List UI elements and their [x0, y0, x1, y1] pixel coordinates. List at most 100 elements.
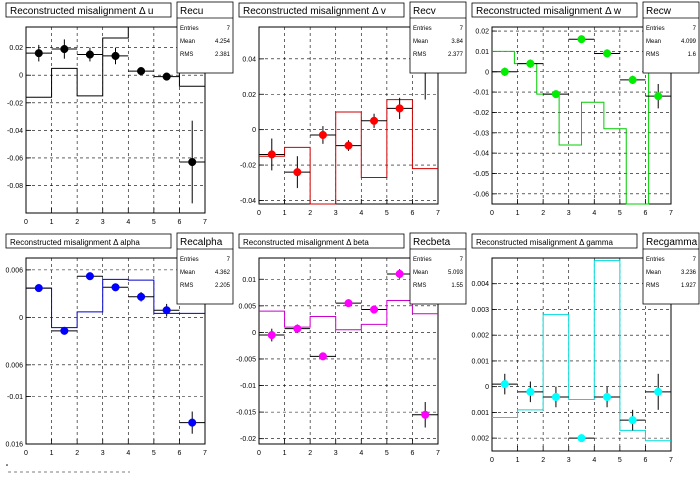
y-tick-label: 0.02	[9, 45, 23, 52]
panel-title: Reconstructed misalignment Δ beta	[238, 233, 405, 249]
stats-label: Mean	[180, 270, 195, 276]
data-point	[654, 92, 663, 101]
stats-box: Recalpha Entries 7 Mean 4.362 RMS 2.205	[176, 232, 234, 305]
stats-value: 4.099	[681, 39, 697, 45]
panel-title: Reconstructed misalignment Δ w	[471, 2, 638, 18]
x-tick-label: 7	[669, 457, 673, 464]
x-tick-label: 3	[101, 219, 105, 226]
data-point	[603, 49, 612, 58]
y-tick-label: -0.005	[236, 356, 256, 363]
stats-value: 1.55	[451, 283, 463, 289]
y-tick-label: 0.02	[242, 92, 256, 99]
stats-value: 4.254	[215, 39, 231, 45]
data-point	[370, 116, 379, 125]
data-point	[267, 331, 276, 340]
x-tick-label: 7	[669, 210, 673, 217]
x-tick-label: 3	[567, 210, 571, 217]
y-tick-label: -0.04	[240, 198, 256, 205]
x-tick-label: 5	[618, 457, 622, 464]
data-point	[395, 269, 404, 278]
x-tick-label: 4	[359, 210, 363, 217]
x-tick-label: 2	[308, 450, 312, 457]
x-tick-label: 5	[385, 210, 389, 217]
y-tick-label: -0.01	[240, 383, 256, 390]
plot-frame	[258, 26, 439, 205]
stats-name: Recu	[180, 6, 203, 17]
x-tick-label: 6	[643, 210, 647, 217]
data-point	[526, 59, 535, 68]
y-tick-label: 0.006	[5, 267, 23, 274]
y-tick-label: 0	[19, 315, 23, 322]
stats-label: Mean	[646, 39, 661, 45]
y-tick-label: 0.002	[471, 333, 489, 340]
y-tick-label: 0.001	[471, 410, 489, 417]
data-point	[318, 130, 327, 140]
x-tick-label: 4	[126, 450, 130, 457]
data-point	[577, 434, 586, 443]
data-point	[318, 352, 327, 361]
y-tick-label: -0.02	[7, 100, 23, 107]
y-tick-label: -0.03	[473, 130, 489, 137]
x-tick-label: 3	[101, 450, 105, 457]
stats-name: Recv	[413, 6, 436, 17]
data-point	[551, 90, 560, 99]
stats-label: Mean	[413, 39, 428, 45]
x-tick-label: 6	[410, 210, 414, 217]
x-tick-label: 6	[177, 450, 181, 457]
x-tick-label: 1	[50, 219, 54, 226]
data-point	[137, 292, 146, 301]
x-tick-label: 3	[334, 450, 338, 457]
data-point	[60, 326, 69, 335]
stats-value: 2.205	[215, 283, 231, 289]
y-tick-label: 0	[252, 127, 256, 134]
footer-dot	[6, 464, 8, 466]
x-tick-label: 7	[436, 450, 440, 457]
x-tick-label: 5	[152, 450, 156, 457]
stats-label: Entries	[413, 26, 432, 32]
title-text: Reconstructed misalignment Δ u	[10, 6, 153, 17]
x-tick-label: 1	[283, 210, 287, 217]
data-point	[500, 380, 509, 389]
stats-value: 3.236	[681, 270, 697, 276]
data-point	[293, 168, 302, 177]
panel-title: Reconstructed misalignment Δ alpha	[5, 233, 172, 249]
data-point	[188, 157, 197, 167]
stats-value: 7	[460, 26, 464, 32]
stats-box: Recw Entries 7 Mean 4.099 RMS 1.6	[642, 1, 700, 74]
y-tick-label: 0.004	[471, 281, 489, 288]
stats-label: RMS	[180, 283, 193, 289]
x-tick-label: 2	[541, 210, 545, 217]
x-tick-label: 5	[618, 210, 622, 217]
histogram-panel-4: 0 1 2 3 4 5 6 7 0.006 0 0.006 -0.01 0.016 Reconstruct…	[5, 232, 234, 457]
stats-name: Recalpha	[180, 237, 223, 248]
x-tick-label: 6	[410, 450, 414, 457]
y-tick-label: -0.06	[473, 191, 489, 198]
data-point	[162, 306, 171, 315]
stats-name: Recw	[646, 6, 672, 17]
title-box	[238, 2, 405, 18]
data-point	[34, 49, 43, 58]
stats-label: Mean	[413, 270, 428, 276]
x-tick-label: 5	[152, 219, 156, 226]
y-tick-label: 0.02	[475, 29, 489, 36]
data-point	[654, 387, 663, 396]
x-tick-label: 1	[50, 450, 54, 457]
data-point	[395, 104, 404, 113]
y-tick-label: -0.06	[7, 155, 23, 162]
title-box	[5, 2, 172, 18]
x-tick-label: 1	[516, 210, 520, 217]
x-tick-label: 1	[516, 457, 520, 464]
histogram-step-line	[26, 278, 205, 329]
data-point	[111, 51, 120, 60]
data-point	[293, 324, 302, 333]
y-tick-label: -0.08	[7, 183, 23, 190]
x-tick-label: 4	[126, 219, 130, 226]
data-point	[60, 44, 69, 54]
x-tick-label: 5	[385, 450, 389, 457]
data-point	[421, 410, 430, 419]
stats-frame	[642, 232, 700, 305]
data-point	[500, 67, 509, 76]
x-tick-label: 0	[24, 450, 28, 457]
stats-value: 4.362	[215, 270, 231, 276]
